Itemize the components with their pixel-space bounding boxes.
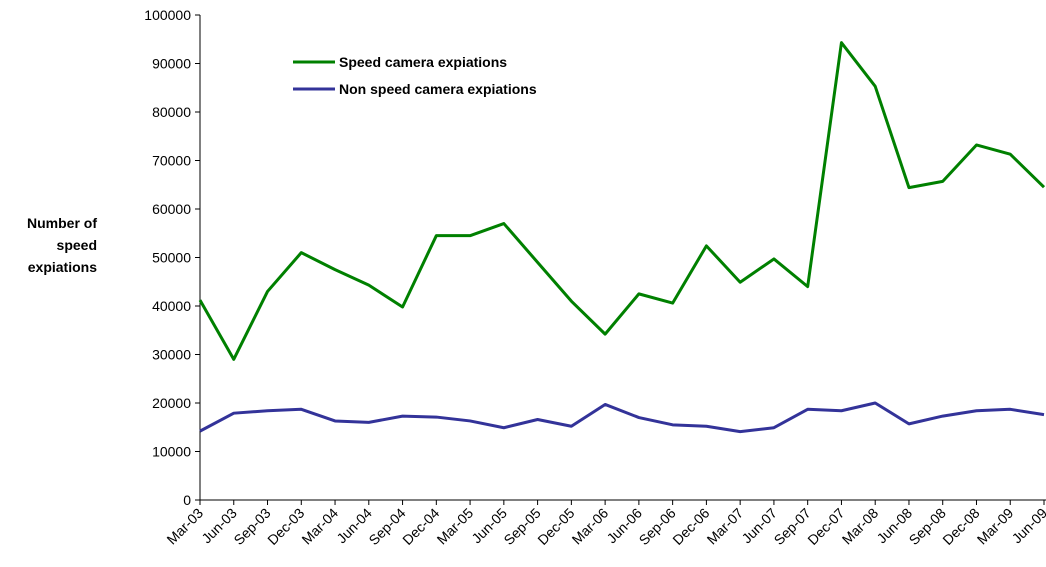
x-tick-label: Sep-04 — [365, 505, 408, 548]
x-tick-label: Dec-05 — [534, 505, 577, 548]
x-tick-label: Mar-03 — [163, 505, 206, 548]
y-tick-label: 90000 — [152, 56, 191, 72]
x-tick-label: Sep-03 — [230, 505, 273, 548]
x-tick-label: Mar-09 — [974, 505, 1017, 548]
x-tick-label: Mar-07 — [704, 505, 747, 548]
x-tick-label: Mar-05 — [434, 505, 477, 548]
x-tick-label: Dec-04 — [399, 505, 442, 548]
x-tick-label: Mar-08 — [839, 505, 882, 548]
x-tick-label: Dec-06 — [669, 505, 712, 548]
y-tick-label: 30000 — [152, 347, 191, 363]
y-axis-label-box: Number of speed expiations — [0, 212, 97, 278]
legend-label: Speed camera expiations — [339, 54, 507, 70]
y-tick-label: 50000 — [152, 250, 191, 266]
series-line — [199, 401, 1045, 434]
x-tick-label: Sep-05 — [500, 505, 543, 548]
x-tick-label: Jun-09 — [1009, 505, 1046, 547]
series-line — [198, 41, 1046, 361]
x-tick-label: Mar-06 — [569, 505, 612, 548]
legend-label: Non speed camera expiations — [339, 81, 537, 97]
x-tick-label: Dec-08 — [939, 505, 982, 548]
y-tick-label: 10000 — [152, 444, 191, 460]
y-tick-label: 60000 — [152, 201, 191, 217]
x-tick-label: Sep-08 — [906, 505, 949, 548]
x-tick-label: Dec-07 — [804, 505, 847, 548]
y-tick-label: 100000 — [144, 7, 191, 23]
x-tick-label: Sep-07 — [771, 505, 814, 548]
y-tick-label: 40000 — [152, 298, 191, 314]
y-tick-label: 80000 — [152, 104, 191, 120]
x-tick-label: Mar-04 — [298, 505, 341, 548]
y-tick-label: 20000 — [152, 395, 191, 411]
y-tick-label: 70000 — [152, 153, 191, 169]
x-tick-label: Dec-03 — [264, 505, 307, 548]
y-tick-label: 0 — [183, 492, 191, 508]
y-axis-label: Number of speed expiations — [27, 215, 97, 275]
x-tick-label: Sep-06 — [636, 505, 679, 548]
